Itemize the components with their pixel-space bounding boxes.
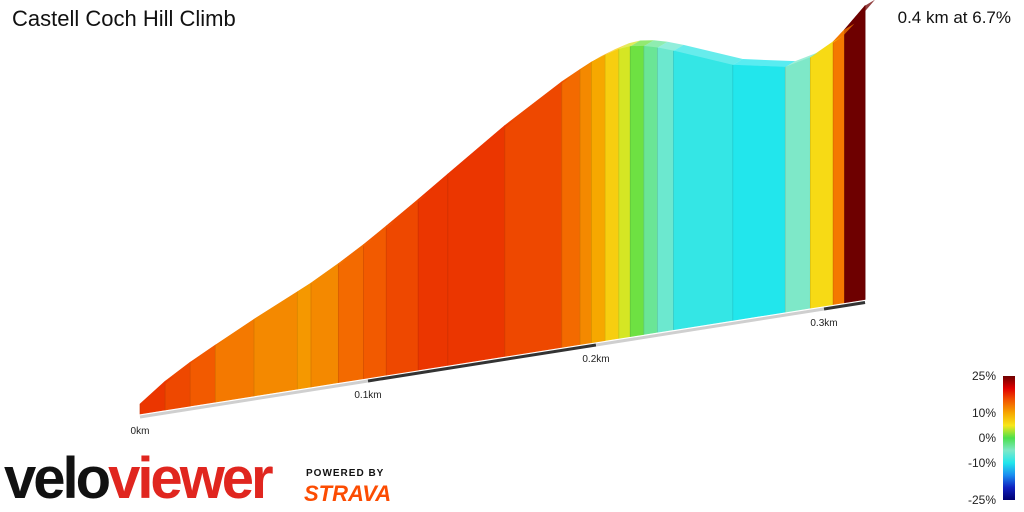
profile-top-band — [190, 339, 226, 363]
profile-segment — [579, 61, 592, 345]
profile-top-band — [844, 0, 875, 30]
profile-segment — [417, 173, 449, 371]
profile-top-edge — [140, 0, 875, 404]
profile-segment — [618, 46, 631, 339]
profile-segment — [657, 47, 674, 333]
profile-top-band — [311, 257, 349, 283]
gradient-scale-bar — [1003, 376, 1015, 500]
profile-segment — [844, 4, 866, 304]
profile-segment — [447, 124, 506, 366]
profile-segment — [164, 361, 191, 411]
profile-segment — [732, 64, 786, 321]
distance-tick-label: 0.1km — [354, 390, 381, 401]
distance-axis-section — [823, 301, 866, 311]
profile-top-band — [338, 238, 374, 264]
distance-axis — [139, 301, 866, 419]
profile-segment — [591, 54, 606, 344]
distance-ticks: 0km 0.1km 0.2km 0.3km — [131, 318, 838, 437]
powered-by-label: POWERED BY — [306, 468, 385, 479]
climb-summary: 0.4 km at 6.7% — [897, 8, 1011, 27]
profile-segment — [810, 41, 834, 309]
profile-segment — [604, 48, 620, 341]
distance-axis-section — [139, 379, 369, 419]
distance-tick-label: 0km — [131, 426, 150, 437]
distance-tick-label: 0.2km — [582, 354, 609, 365]
profile-segment — [561, 68, 581, 348]
profile-top-band — [657, 41, 684, 51]
profile-top-band — [810, 35, 844, 58]
profile-top-band — [215, 313, 264, 346]
distance-tick-label: 0.3km — [810, 318, 837, 329]
profile-top-band — [732, 59, 796, 68]
profile-top-band — [504, 75, 572, 126]
scale-label: -10% — [968, 456, 996, 470]
profile-segment — [310, 263, 339, 388]
profile-top-band — [386, 193, 429, 226]
profile-top-band — [833, 23, 855, 42]
profile-segment — [297, 282, 312, 390]
profile-top-band — [673, 44, 743, 66]
profile-top-band — [618, 40, 641, 50]
profile-top-band — [447, 119, 515, 174]
profile-segment — [784, 57, 811, 313]
profile-segment — [385, 198, 419, 376]
profile-top-band — [630, 40, 654, 47]
strava-logo[interactable]: STRAVA — [304, 481, 392, 506]
profile-segment — [363, 225, 387, 380]
profile-top-band — [643, 40, 668, 48]
profile-segment — [214, 318, 255, 403]
profile-top-band — [297, 277, 321, 292]
profile-top-band — [591, 49, 616, 62]
profile-segments — [139, 4, 866, 415]
gradient-color-scale: 25% 10% 0% -10% -25% — [968, 369, 1015, 507]
profile-segment — [832, 28, 845, 305]
profile-top-band — [785, 51, 821, 68]
distance-axis-section — [595, 307, 825, 347]
scale-label: 10% — [972, 406, 996, 420]
page-title: Castell Coch Hill Climb — [12, 6, 236, 31]
profile-top-band — [605, 43, 629, 56]
profile-top-band — [561, 63, 591, 82]
profile-segment — [643, 45, 658, 335]
profile-segment — [338, 244, 364, 384]
profile-top-band — [140, 375, 176, 404]
scale-label: -25% — [968, 493, 996, 507]
profile-top-band — [418, 167, 458, 200]
veloviewer-logo[interactable]: veloviewer — [4, 446, 274, 511]
profile-top-band — [363, 220, 397, 245]
scale-label: 25% — [972, 369, 996, 383]
profile-segment — [253, 291, 298, 397]
profile-top-band — [254, 285, 308, 320]
profile-segment — [504, 81, 563, 357]
profile-segment — [673, 50, 734, 331]
profile-segment — [629, 45, 645, 337]
profile-top-band — [165, 356, 201, 382]
scale-label: 0% — [979, 431, 997, 445]
distance-axis-section — [367, 343, 597, 383]
